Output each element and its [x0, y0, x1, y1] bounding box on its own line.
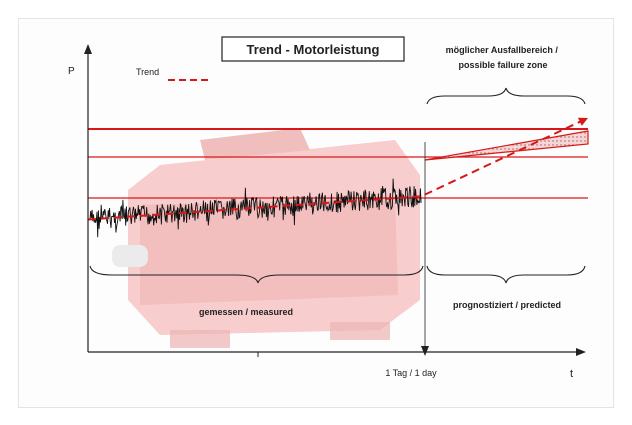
failure-zone-area [424, 130, 589, 161]
trend-line-0 [87, 117, 589, 221]
measured-brace [89, 265, 424, 284]
y-axis-arrow [84, 44, 92, 54]
motor-illustration [112, 128, 420, 348]
chart-title: Trend - Motorleistung [247, 42, 380, 57]
predicted-label: prognostiziert / predicted [453, 300, 561, 310]
failure-zone-brace [426, 87, 586, 105]
day-divider-arrow [421, 346, 429, 356]
measured-label: gemessen / measured [199, 307, 293, 317]
predicted-brace [426, 265, 586, 284]
x-tick-label: 1 Tag / 1 day [385, 368, 437, 378]
x-axis-label: t [570, 368, 573, 380]
trend-series [87, 117, 589, 221]
failure-zone-label-de: möglicher Ausfallbereich / [446, 45, 559, 55]
x-axis-arrow [576, 348, 586, 356]
failure-zone-label: möglicher Ausfallbereich / possible fail… [446, 45, 561, 70]
trend-arrowhead-0 [577, 117, 588, 126]
title-box [221, 36, 405, 62]
legend-label: Trend [136, 67, 159, 77]
y-axis-label: P [68, 66, 75, 77]
failure-zone-label-en: possible failure zone [458, 60, 547, 70]
